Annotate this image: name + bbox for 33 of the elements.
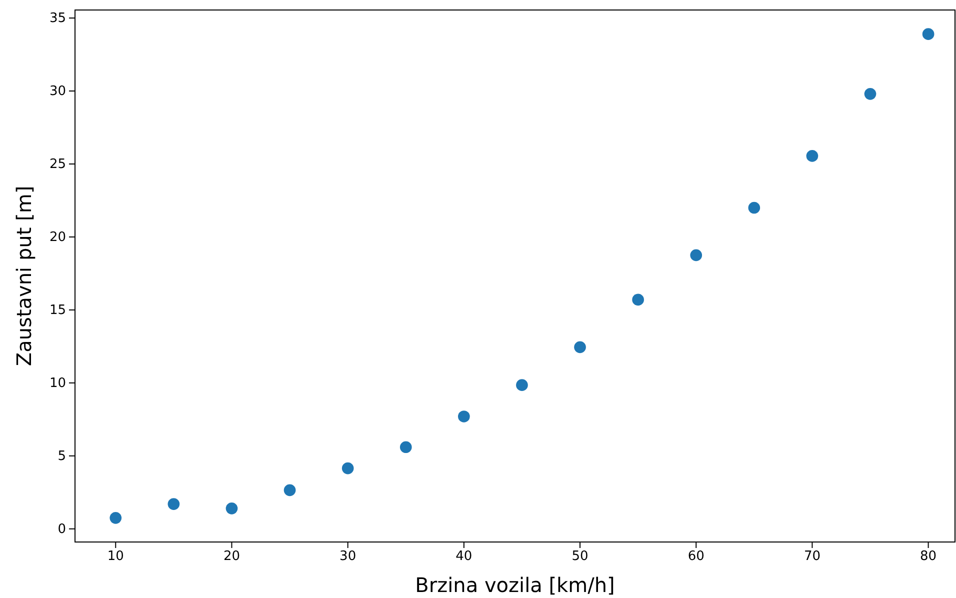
x-axis-title: Brzina vozila [km/h] bbox=[415, 573, 615, 597]
y-axis-title: Zaustavni put [m] bbox=[12, 186, 36, 366]
x-tick-label: 80 bbox=[920, 549, 937, 564]
point bbox=[690, 249, 702, 262]
y-tick-label: 15 bbox=[49, 303, 66, 318]
x-tick-label: 10 bbox=[107, 549, 124, 564]
y-tick-label: 35 bbox=[49, 11, 66, 26]
y-tick-label: 10 bbox=[49, 376, 66, 392]
point bbox=[110, 512, 122, 524]
point bbox=[458, 410, 470, 422]
x-tick-label: 40 bbox=[456, 549, 472, 564]
point bbox=[806, 150, 818, 162]
y-tick-label: 25 bbox=[49, 157, 66, 172]
x-tick-label: 60 bbox=[688, 549, 704, 564]
point bbox=[168, 498, 180, 510]
y-tick-label: 20 bbox=[49, 230, 66, 246]
point bbox=[748, 202, 760, 214]
point bbox=[342, 462, 354, 474]
point bbox=[864, 88, 876, 100]
x-tick-label: 30 bbox=[340, 549, 356, 564]
point bbox=[574, 341, 586, 354]
point bbox=[922, 28, 934, 40]
y-tick-label: 5 bbox=[58, 449, 66, 464]
x-tick-label: 70 bbox=[804, 549, 820, 564]
point bbox=[400, 441, 412, 454]
x-tick-label: 50 bbox=[572, 549, 588, 564]
y-tick-label: 0 bbox=[58, 522, 66, 538]
point bbox=[516, 379, 528, 392]
point bbox=[632, 294, 644, 306]
x-tick-label: 20 bbox=[223, 549, 240, 564]
point bbox=[226, 502, 238, 514]
point bbox=[284, 484, 296, 496]
y-tick-label: 30 bbox=[49, 84, 66, 100]
